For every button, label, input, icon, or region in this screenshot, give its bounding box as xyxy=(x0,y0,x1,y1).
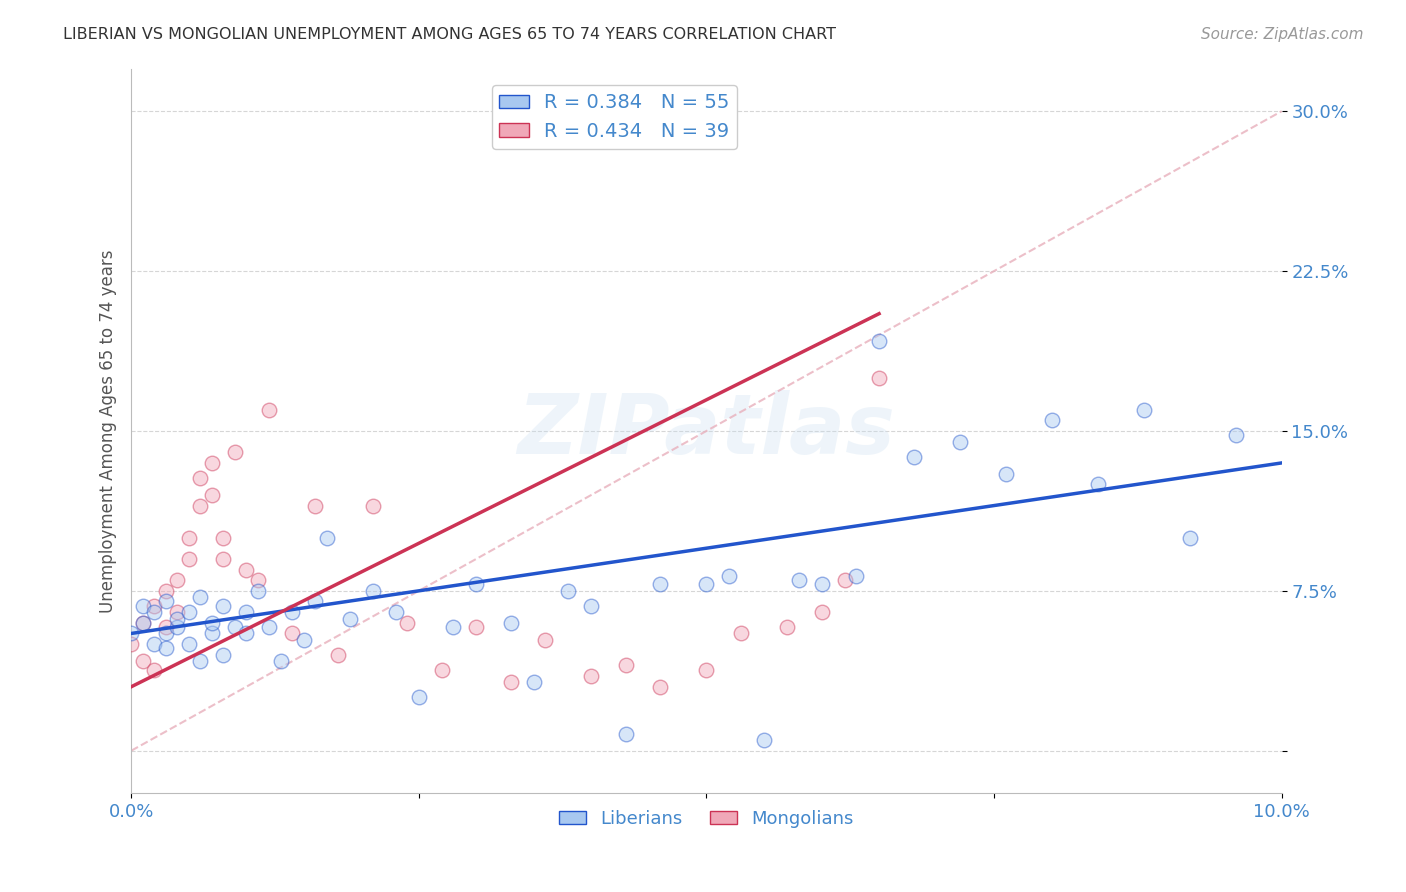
Point xyxy=(201,626,224,640)
Point xyxy=(177,531,200,545)
Point xyxy=(177,637,200,651)
Point xyxy=(143,637,166,651)
Point xyxy=(188,499,211,513)
Point xyxy=(776,620,799,634)
Point xyxy=(235,562,257,576)
Point xyxy=(120,637,142,651)
Point xyxy=(177,605,200,619)
Point xyxy=(834,573,856,587)
Point xyxy=(201,456,224,470)
Point xyxy=(903,450,925,464)
Point xyxy=(695,577,717,591)
Point xyxy=(361,499,384,513)
Point xyxy=(810,577,832,591)
Point xyxy=(581,669,603,683)
Point xyxy=(166,620,188,634)
Point xyxy=(845,569,868,583)
Y-axis label: Unemployment Among Ages 65 to 74 years: Unemployment Among Ages 65 to 74 years xyxy=(100,249,117,613)
Point xyxy=(408,690,430,705)
Point xyxy=(188,654,211,668)
Point xyxy=(246,573,269,587)
Point xyxy=(155,583,177,598)
Point xyxy=(1132,402,1154,417)
Point xyxy=(1040,413,1063,427)
Point xyxy=(270,654,292,668)
Point xyxy=(177,552,200,566)
Point xyxy=(396,615,419,630)
Point xyxy=(868,370,890,384)
Point xyxy=(224,620,246,634)
Point xyxy=(132,615,155,630)
Point xyxy=(235,626,257,640)
Point xyxy=(718,569,741,583)
Point xyxy=(868,334,890,349)
Point xyxy=(201,615,224,630)
Point xyxy=(166,605,188,619)
Point xyxy=(304,499,326,513)
Point xyxy=(166,573,188,587)
Point xyxy=(730,626,752,640)
Point xyxy=(212,648,235,662)
Point xyxy=(201,488,224,502)
Point xyxy=(614,726,637,740)
Point xyxy=(994,467,1017,481)
Point xyxy=(155,620,177,634)
Point xyxy=(499,675,522,690)
Point xyxy=(212,552,235,566)
Point xyxy=(339,611,361,625)
Point xyxy=(166,611,188,625)
Text: ZIPatlas: ZIPatlas xyxy=(517,391,896,472)
Point xyxy=(155,641,177,656)
Text: LIBERIAN VS MONGOLIAN UNEMPLOYMENT AMONG AGES 65 TO 74 YEARS CORRELATION CHART: LIBERIAN VS MONGOLIAN UNEMPLOYMENT AMONG… xyxy=(63,27,837,42)
Point xyxy=(120,626,142,640)
Legend: Liberians, Mongolians: Liberians, Mongolians xyxy=(553,803,860,835)
Point xyxy=(328,648,350,662)
Point xyxy=(465,577,488,591)
Point xyxy=(1225,428,1247,442)
Point xyxy=(155,594,177,608)
Point xyxy=(948,434,970,449)
Point xyxy=(224,445,246,459)
Point xyxy=(361,583,384,598)
Point xyxy=(534,632,557,647)
Point xyxy=(259,620,281,634)
Point xyxy=(499,615,522,630)
Point xyxy=(132,615,155,630)
Point xyxy=(787,573,810,587)
Point xyxy=(246,583,269,598)
Point xyxy=(1178,531,1201,545)
Point xyxy=(304,594,326,608)
Text: Source: ZipAtlas.com: Source: ZipAtlas.com xyxy=(1201,27,1364,42)
Point xyxy=(465,620,488,634)
Point xyxy=(1087,477,1109,491)
Point xyxy=(132,599,155,613)
Point xyxy=(810,605,832,619)
Point xyxy=(650,577,672,591)
Point xyxy=(557,583,579,598)
Point xyxy=(188,591,211,605)
Point xyxy=(523,675,546,690)
Point xyxy=(143,599,166,613)
Point xyxy=(212,599,235,613)
Point xyxy=(650,680,672,694)
Point xyxy=(752,733,775,747)
Point xyxy=(212,531,235,545)
Point xyxy=(259,402,281,417)
Point xyxy=(281,626,304,640)
Point xyxy=(143,663,166,677)
Point xyxy=(143,605,166,619)
Point xyxy=(430,663,453,677)
Point xyxy=(188,471,211,485)
Point xyxy=(614,658,637,673)
Point xyxy=(281,605,304,619)
Point xyxy=(132,654,155,668)
Point xyxy=(292,632,315,647)
Point xyxy=(695,663,717,677)
Point xyxy=(315,531,337,545)
Point xyxy=(581,599,603,613)
Point xyxy=(385,605,408,619)
Point xyxy=(155,626,177,640)
Point xyxy=(441,620,464,634)
Point xyxy=(235,605,257,619)
